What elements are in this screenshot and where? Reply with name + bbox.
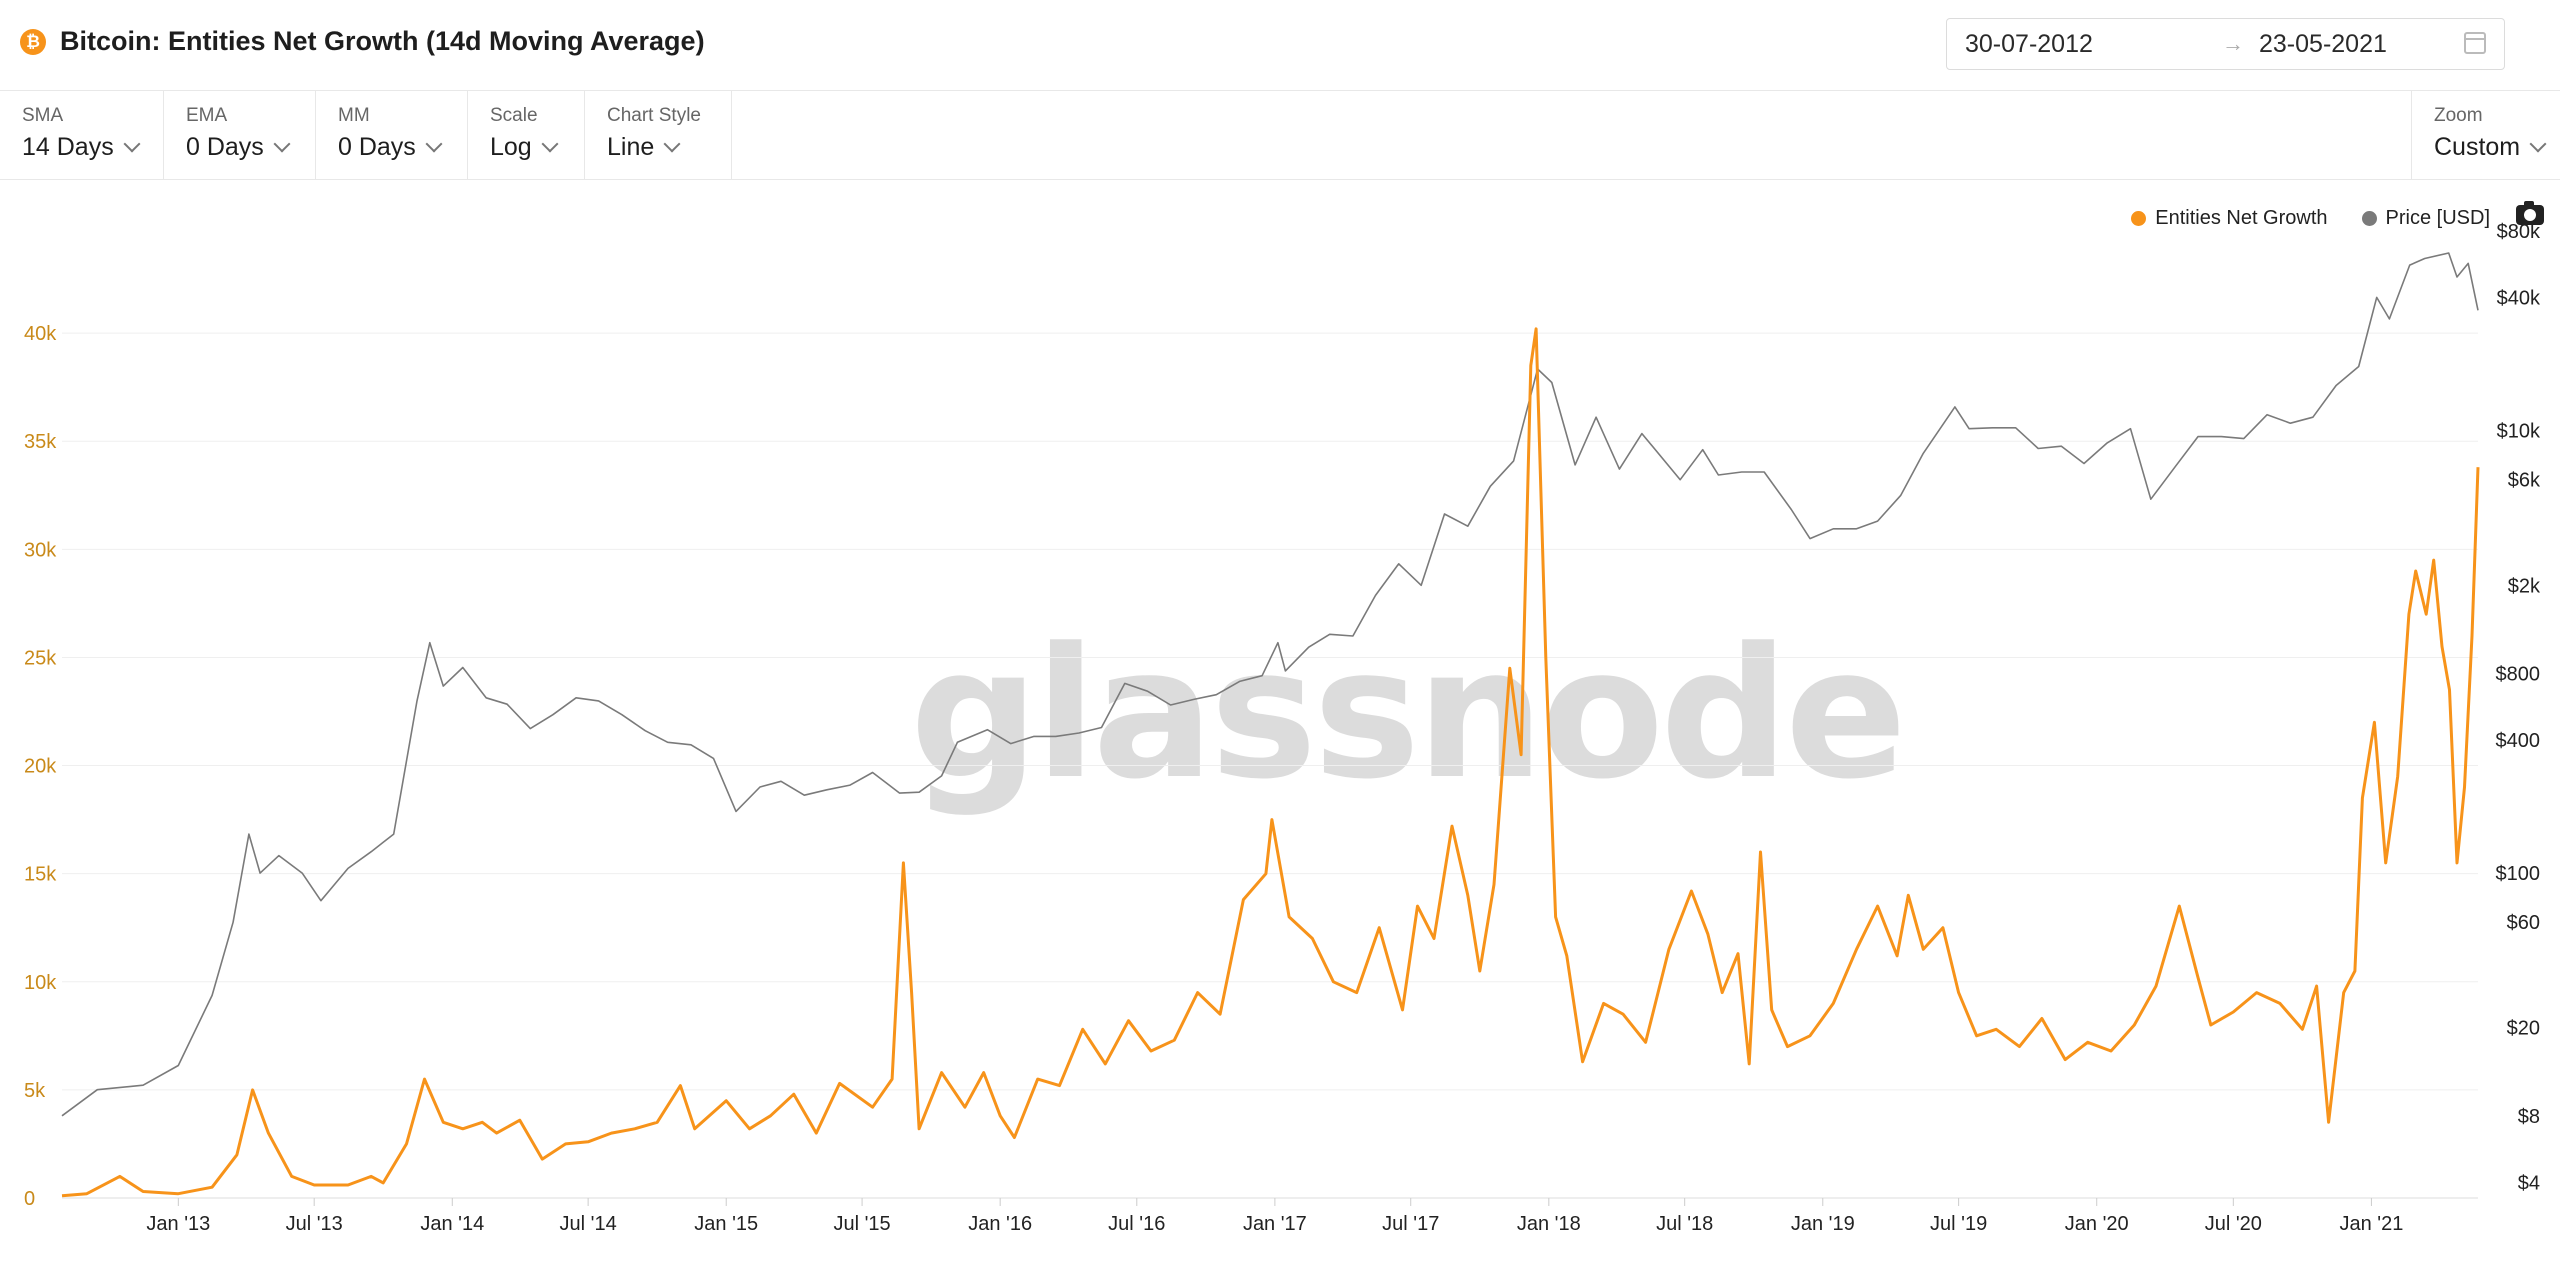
mm-select[interactable]: MM 0 Days bbox=[316, 91, 468, 179]
x-tick-label: Jul '18 bbox=[1656, 1213, 1713, 1235]
page-title: Bitcoin: Entities Net Growth (14d Moving… bbox=[60, 26, 705, 56]
chart-style-label: Chart Style bbox=[607, 105, 701, 126]
x-tick-label: Jan '13 bbox=[146, 1213, 210, 1235]
x-tick-label: Jul '14 bbox=[560, 1213, 617, 1235]
sma-label: SMA bbox=[22, 105, 64, 126]
toolbar: SMA 14 Days EMA 0 Days MM 0 Days Scale L… bbox=[0, 91, 2560, 180]
price-usd-series-line bbox=[61, 252, 2479, 1117]
title-wrap: ₿ Bitcoin: Entities Net Growth (14d Movi… bbox=[20, 26, 705, 57]
entities-net-growth-series-line bbox=[61, 327, 2480, 1198]
legend-item-entities-net-growth[interactable]: Entities Net Growth bbox=[2131, 207, 2328, 230]
y-left-tick-label: 35k bbox=[24, 431, 57, 453]
x-tick-label: Jan '21 bbox=[2339, 1213, 2403, 1235]
x-tick-label: Jul '19 bbox=[1930, 1213, 1987, 1235]
x-tick-label: Jan '18 bbox=[1517, 1213, 1581, 1235]
chevron-down-icon bbox=[2529, 135, 2547, 153]
chevron-down-icon bbox=[425, 135, 443, 153]
legend-dot bbox=[2361, 211, 2377, 226]
legend: Entities Net Growth Price [USD] bbox=[2097, 207, 2490, 230]
mm-label: MM bbox=[338, 105, 370, 126]
scale-select[interactable]: Scale Log bbox=[468, 91, 585, 179]
x-tick-label: Jan '19 bbox=[1791, 1213, 1855, 1235]
x-tick-label: Jan '20 bbox=[2065, 1213, 2129, 1235]
x-tick-label: Jul '17 bbox=[1382, 1213, 1439, 1235]
legend-item-price[interactable]: Price [USD] bbox=[2361, 207, 2490, 230]
camera-icon[interactable] bbox=[2516, 201, 2544, 225]
y-right-tick-label: $800 bbox=[2496, 663, 2541, 685]
chart-area[interactable]: 0 5k 10k 15k 20k 25k 30k 35k 40k $4 $8 $20 $60 $100 $4… bbox=[0, 180, 2560, 1263]
x-tick-label: Jul '13 bbox=[286, 1213, 343, 1235]
x-tick-label: Jul '16 bbox=[1108, 1213, 1165, 1235]
chevron-down-icon bbox=[663, 135, 681, 153]
arrow-right-icon: → bbox=[2222, 31, 2244, 56]
x-tick-label: Jul '20 bbox=[2205, 1213, 2262, 1235]
y-right-tick-label: $2k bbox=[2508, 575, 2541, 597]
y-right-tick-label: $40k bbox=[2497, 287, 2541, 309]
y-left-tick-label: 0 bbox=[24, 1188, 35, 1210]
y-left-tick-label: 40k bbox=[24, 323, 57, 345]
legend-dot bbox=[2131, 211, 2147, 226]
legend-label: Price [USD] bbox=[2385, 207, 2490, 229]
chevron-down-icon bbox=[123, 135, 141, 153]
ema-label: EMA bbox=[186, 105, 228, 126]
chart-style-select[interactable]: Chart Style Line bbox=[585, 91, 732, 179]
y-right-tick-label: $4 bbox=[2518, 1172, 2540, 1194]
y-left-tick-label: 20k bbox=[24, 756, 57, 778]
x-tick-label: Jan '14 bbox=[420, 1213, 484, 1235]
chevron-down-icon bbox=[273, 135, 291, 153]
y-left-tick-label: 15k bbox=[24, 864, 57, 886]
bitcoin-icon: ₿ bbox=[20, 28, 46, 55]
ema-select[interactable]: EMA 0 Days bbox=[164, 91, 316, 179]
scale-label: Scale bbox=[490, 105, 538, 126]
date-end-input[interactable]: 23-05-2021 bbox=[2259, 29, 2387, 58]
scale-value[interactable]: Log bbox=[490, 133, 559, 162]
x-tick-label: Jan '15 bbox=[694, 1213, 758, 1235]
y-right-tick-label: $100 bbox=[2496, 863, 2541, 885]
y-right-tick-label: $80k bbox=[2497, 221, 2541, 243]
y-left-tick-label: 30k bbox=[24, 539, 57, 561]
sma-value[interactable]: 14 Days bbox=[22, 133, 141, 162]
watermark: glassnode bbox=[910, 610, 1907, 819]
header-bar: ₿ Bitcoin: Entities Net Growth (14d Movi… bbox=[0, 0, 2560, 91]
calendar-icon[interactable] bbox=[2464, 32, 2486, 54]
y-right-tick-label: $60 bbox=[2507, 912, 2540, 934]
mm-value[interactable]: 0 Days bbox=[338, 133, 443, 162]
x-tick-label: Jan '17 bbox=[1243, 1213, 1307, 1235]
y-right-tick-label: $400 bbox=[2496, 730, 2541, 752]
y-right-tick-label: $10k bbox=[2497, 421, 2541, 443]
x-tick-label: Jul '15 bbox=[833, 1213, 890, 1235]
legend-label: Entities Net Growth bbox=[2155, 207, 2328, 229]
zoom-select[interactable]: Zoom Custom bbox=[2411, 91, 2560, 179]
chevron-down-icon bbox=[541, 135, 559, 153]
y-right-tick-label: $8 bbox=[2518, 1106, 2540, 1128]
zoom-value[interactable]: Custom bbox=[2434, 133, 2547, 162]
sma-select[interactable]: SMA 14 Days bbox=[0, 91, 164, 179]
chart-style-value[interactable]: Line bbox=[607, 133, 681, 162]
y-left-tick-label: 25k bbox=[24, 647, 57, 669]
x-tick-label: Jan '16 bbox=[968, 1213, 1032, 1235]
y-left-tick-label: 10k bbox=[24, 972, 57, 994]
y-right-tick-label: $6k bbox=[2508, 470, 2541, 492]
date-range-picker[interactable]: 30-07-2012 → 23-05-2021 bbox=[1946, 18, 2505, 70]
zoom-label: Zoom bbox=[2434, 105, 2483, 126]
date-start-input[interactable]: 30-07-2012 bbox=[1965, 29, 2093, 58]
ema-value[interactable]: 0 Days bbox=[186, 133, 291, 162]
y-left-tick-label: 5k bbox=[24, 1080, 46, 1102]
y-right-tick-label: $20 bbox=[2507, 1018, 2540, 1040]
